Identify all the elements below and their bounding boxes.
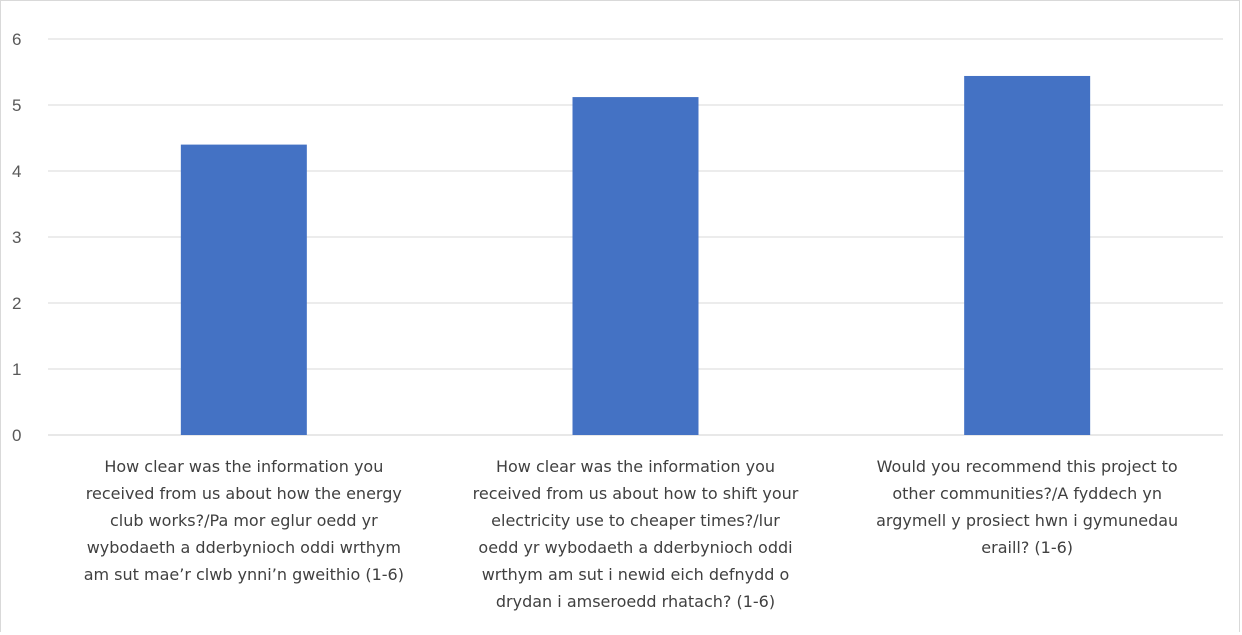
x-category-label-line: Would you recommend this project to	[876, 457, 1178, 476]
y-tick-label: 5	[12, 96, 21, 115]
x-category-label-line: received from us about how the energy	[85, 484, 402, 503]
x-category-label-1: How clear was the information you receive…	[44, 453, 444, 588]
x-category-label-line: club works?/Pa mor eglur oedd yr	[109, 511, 378, 530]
bar-3	[964, 75, 1091, 436]
x-category-label-3: Would you recommend this project to other…	[827, 453, 1227, 561]
x-category-label-line: drydan i amseroedd rhatach? (1-6)	[495, 592, 776, 611]
bar-2	[572, 97, 699, 435]
y-tick-label: 1	[12, 360, 21, 379]
x-category-label-2: How clear was the information you receive…	[436, 453, 836, 615]
bar-1	[180, 144, 307, 435]
x-category-label-line: argymell y prosiect hwn i gymunedau	[876, 511, 1179, 530]
x-category-label-line: am sut mae’r clwb ynni’n gweithio (1-6)	[83, 565, 404, 584]
y-tick-label: 0	[12, 426, 21, 445]
x-category-label-line: wybodaeth a dderbynioch oddi wrthym	[86, 538, 401, 557]
y-tick-label: 6	[12, 30, 21, 49]
x-category-label-line: other communities?/A fyddech yn	[892, 484, 1162, 503]
x-category-label-line: wrthym am sut i newid eich defnydd o	[481, 565, 790, 584]
y-tick-label: 3	[12, 228, 21, 247]
x-category-label-line: How clear was the information you	[104, 457, 384, 476]
x-category-label-line: How clear was the information you	[495, 457, 776, 476]
x-category-label-line: received from us about how to shift your	[472, 484, 799, 503]
y-tick-label: 4	[12, 162, 21, 181]
y-tick-label: 2	[12, 294, 21, 313]
x-category-label-line: oedd yr wybodaeth a dderbynioch oddi	[478, 538, 793, 557]
x-category-label-line: electricity use to cheaper times?/lur	[491, 511, 780, 530]
x-category-label-line: eraill? (1-6)	[981, 538, 1074, 557]
